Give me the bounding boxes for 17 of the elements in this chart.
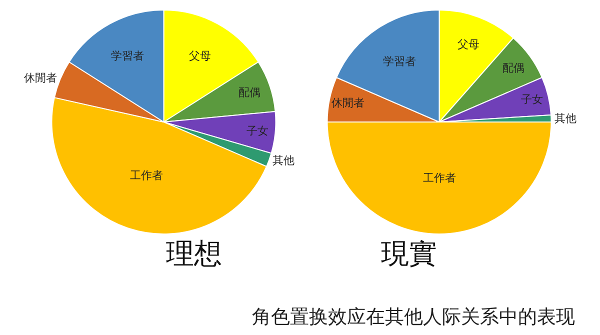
slice-label: 工作者 <box>130 168 163 182</box>
text: 現實 <box>381 237 437 270</box>
slice-label: 子女 <box>246 124 269 138</box>
slice-label: 父母 <box>458 38 480 52</box>
slice-label: 休閒者 <box>24 72 58 85</box>
slice-label: 工作者 <box>422 172 456 184</box>
slice-label: 配偶 <box>238 86 261 100</box>
slice-label: 学習者 <box>110 49 144 62</box>
slice-label: 其他 <box>272 154 294 168</box>
slice-label: 父母 <box>189 49 212 62</box>
slice-label: 其他 <box>554 112 576 125</box>
slice-label: 子女 <box>521 93 544 106</box>
slice-label: 学習者 <box>383 55 416 68</box>
slice-label: 配偶 <box>502 61 525 74</box>
slice-label: 休閒者 <box>332 96 365 110</box>
text: 角色置换效应在其他人际关系中的表现 <box>252 306 575 328</box>
text: 理想 <box>166 237 222 270</box>
